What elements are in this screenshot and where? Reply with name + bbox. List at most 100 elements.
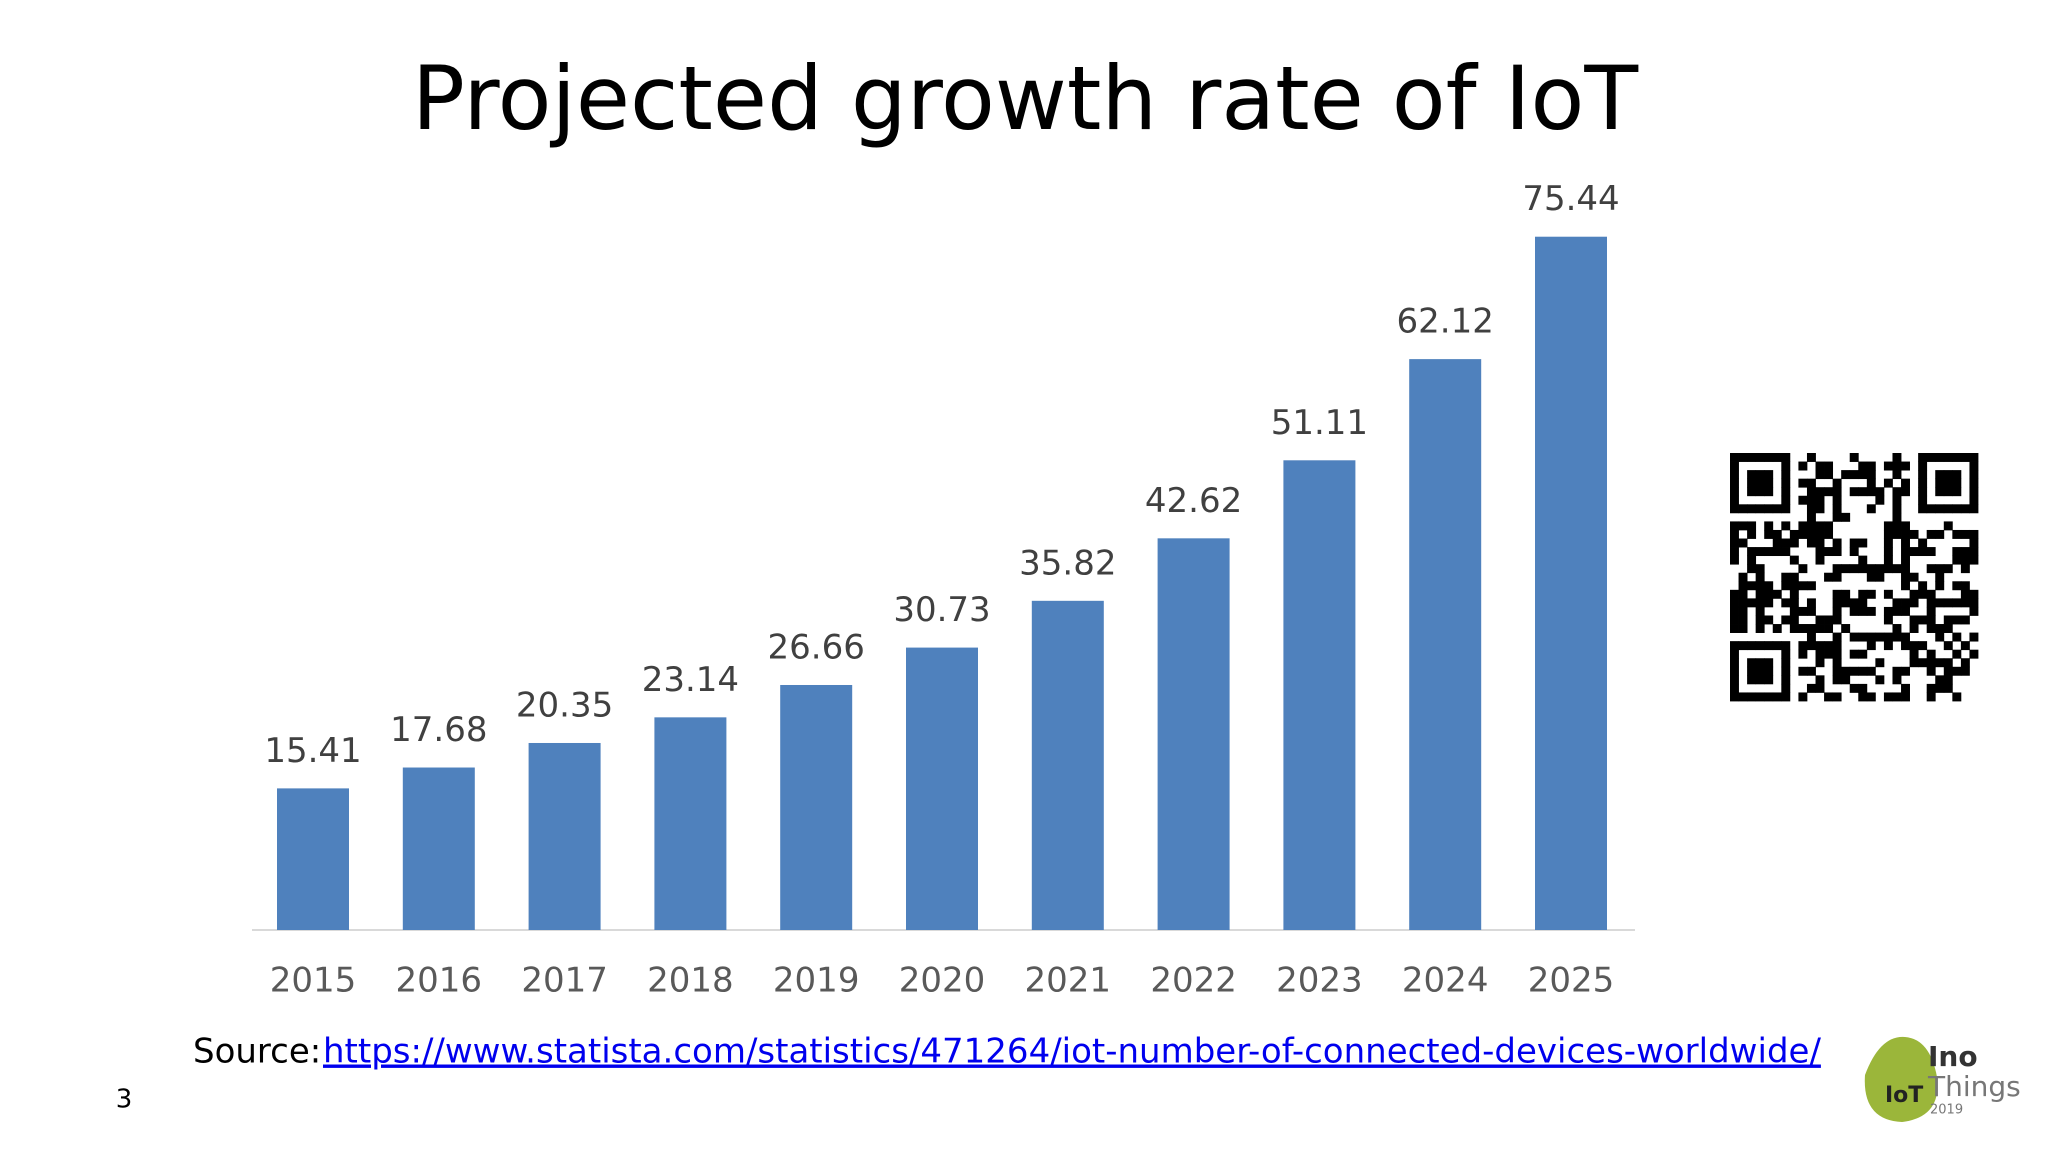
qr-module — [1901, 538, 1910, 548]
qr-module — [1892, 504, 1902, 514]
qr-module — [1764, 598, 1774, 608]
qr-module — [1798, 666, 1808, 676]
qr-module — [1781, 478, 1791, 488]
qr-module — [1883, 606, 1893, 616]
qr-module — [1815, 461, 1825, 471]
qr-module — [1832, 641, 1842, 651]
qr-module — [1730, 641, 1739, 651]
qr-module — [1858, 555, 1868, 565]
qr-module — [1866, 461, 1876, 471]
qr-module — [1960, 529, 1970, 539]
qr-module — [1781, 547, 1791, 557]
qr-module — [1875, 564, 1885, 574]
qr-module — [1918, 641, 1928, 651]
qr-module — [1824, 487, 1834, 497]
qr-module — [1883, 632, 1893, 642]
qr-module — [1952, 504, 1962, 514]
qr-module — [1935, 658, 1945, 668]
qr-module — [1960, 564, 1970, 574]
qr-module — [1858, 470, 1868, 480]
qr-module — [1875, 572, 1885, 582]
qr-module — [1730, 470, 1739, 480]
qr-module — [1892, 598, 1902, 608]
qr-module — [1747, 487, 1757, 497]
qr-module — [1781, 666, 1791, 676]
qr-module — [1730, 658, 1739, 668]
qr-module — [1918, 547, 1928, 557]
qr-module — [1738, 521, 1748, 531]
qr-module — [1866, 632, 1876, 642]
qr-module — [1798, 606, 1808, 616]
qr-module — [1738, 598, 1748, 608]
qr-module — [1789, 624, 1799, 633]
qr-module — [1943, 641, 1953, 651]
bar — [1535, 236, 1607, 930]
qr-module — [1935, 581, 1945, 591]
qr-module — [1730, 529, 1739, 539]
qr-module — [1781, 538, 1791, 548]
qr-module — [1943, 521, 1953, 531]
qr-module — [1866, 572, 1876, 582]
qr-module — [1798, 461, 1808, 471]
qr-module — [1755, 666, 1765, 676]
qr-module — [1841, 470, 1851, 480]
qr-module — [1935, 470, 1945, 480]
qr-module — [1969, 495, 1979, 505]
qr-module — [1806, 683, 1816, 693]
qr-module — [1943, 675, 1953, 685]
qr-module — [1832, 649, 1842, 659]
qr-module — [1875, 632, 1885, 642]
qr-module — [1858, 606, 1868, 616]
qr-module — [1806, 581, 1816, 591]
qr-module — [1747, 598, 1757, 608]
qr-module — [1943, 470, 1953, 480]
qr-module — [1960, 615, 1970, 625]
qr-module — [1883, 521, 1893, 531]
qr-module — [1815, 521, 1825, 531]
chart-title: Projected growth rate of IoT — [412, 47, 1640, 150]
qr-module — [1798, 641, 1808, 651]
data-label: 42.62 — [1145, 481, 1242, 521]
qr-module — [1935, 564, 1945, 574]
qr-module — [1798, 529, 1808, 539]
x-tick-label: 2022 — [1150, 961, 1237, 1001]
qr-module — [1866, 487, 1876, 497]
qr-module — [1815, 470, 1825, 480]
qr-module — [1832, 615, 1842, 625]
qr-module — [1781, 641, 1791, 651]
qr-module — [1730, 589, 1739, 599]
qr-module — [1883, 615, 1893, 625]
qr-module — [1781, 487, 1791, 497]
qr-module — [1918, 589, 1928, 599]
qr-module — [1943, 658, 1953, 668]
qr-module — [1747, 470, 1757, 480]
qr-module — [1892, 512, 1902, 522]
qr-module — [1952, 470, 1962, 480]
qr-module — [1798, 624, 1808, 633]
qr-module — [1935, 598, 1945, 608]
source-link[interactable]: https://www.statista.com/statistics/4712… — [323, 1032, 1821, 1072]
qr-module — [1926, 547, 1936, 557]
qr-module — [1883, 461, 1893, 471]
x-tick-label: 2019 — [773, 961, 860, 1001]
qr-module — [1755, 478, 1765, 488]
qr-module — [1918, 495, 1928, 505]
qr-module — [1841, 589, 1851, 599]
qr-module — [1832, 512, 1842, 522]
data-label: 30.73 — [893, 590, 990, 630]
qr-module — [1841, 564, 1851, 574]
qr-module — [1943, 453, 1953, 462]
qr-module — [1781, 675, 1791, 685]
qr-module — [1875, 487, 1885, 497]
qr-module — [1755, 615, 1765, 625]
qr-module — [1866, 504, 1876, 514]
qr-module — [1747, 564, 1757, 574]
qr-module — [1747, 478, 1757, 488]
qr-module — [1755, 606, 1765, 616]
qr-module — [1849, 453, 1859, 462]
qr-module — [1755, 692, 1765, 702]
qr-module — [1883, 555, 1893, 565]
qr-module — [1755, 658, 1765, 668]
qr-module — [1935, 632, 1945, 642]
qr-module — [1824, 624, 1834, 633]
